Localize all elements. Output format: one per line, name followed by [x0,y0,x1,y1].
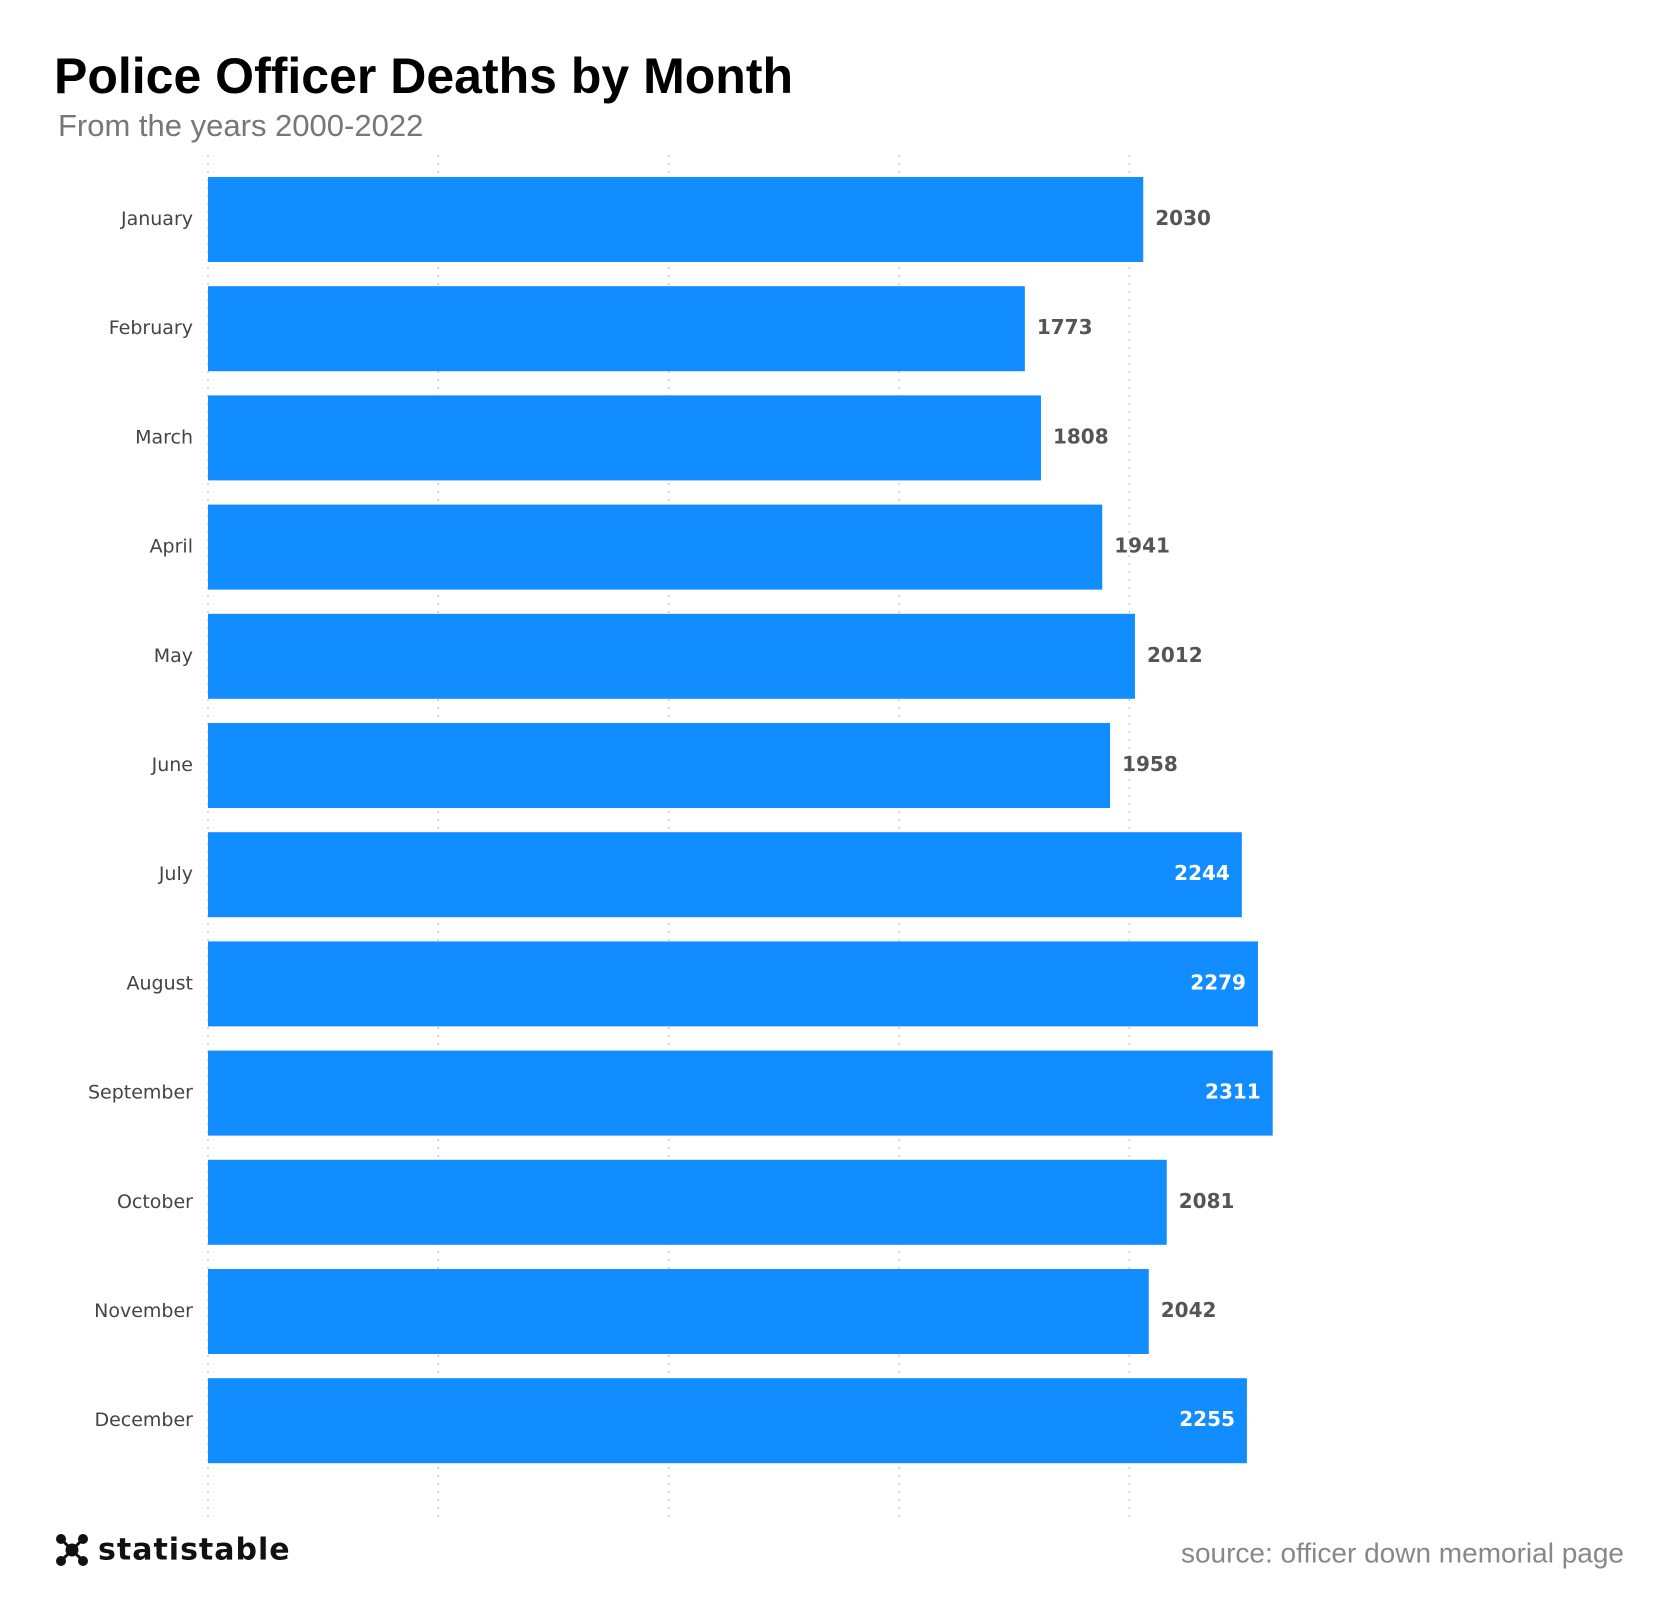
category-label: February [109,317,193,339]
bar [208,832,1242,918]
bar [208,504,1103,590]
category-label: January [120,208,193,230]
value-label: 2030 [1155,206,1211,230]
value-label: 2311 [1205,1080,1261,1104]
category-label: August [127,972,194,994]
value-label: 1958 [1122,752,1178,776]
bar [208,723,1111,808]
bar [208,1269,1149,1354]
brand: statistable [98,1533,291,1568]
bar [208,941,1258,1027]
category-label: June [151,754,193,776]
value-label: 1941 [1114,534,1170,558]
category-label: April [150,536,193,558]
value-label: 1773 [1037,315,1093,339]
bar [208,395,1041,481]
value-label: 2042 [1161,1298,1217,1322]
category-label: October [117,1191,193,1213]
value-label: 2081 [1179,1189,1235,1213]
chart-subtitle: From the years 2000-2022 [58,108,423,143]
value-label: 2279 [1190,970,1246,994]
category-label: July [158,863,193,885]
bar [208,286,1025,372]
category-label: November [94,1300,193,1322]
chart-title: Police Officer Deaths by Month [54,48,793,104]
value-label: 2012 [1147,643,1203,667]
category-label: December [94,1409,193,1431]
bar [208,613,1135,699]
source: source: officer down memorial page [1181,1537,1624,1568]
value-label: 2255 [1179,1407,1235,1431]
category-label: September [88,1082,193,1104]
bar [208,1378,1247,1464]
value-label: 2244 [1174,861,1230,885]
category-label: May [154,645,193,667]
bar [208,1159,1167,1245]
bar [208,1050,1273,1136]
bar [208,177,1144,262]
plot: January 2030 February 1773 March 1808 April 194… [88,155,1273,1518]
value-label: 1808 [1053,424,1109,448]
brand-logo [56,1534,88,1566]
category-label: March [135,426,193,448]
